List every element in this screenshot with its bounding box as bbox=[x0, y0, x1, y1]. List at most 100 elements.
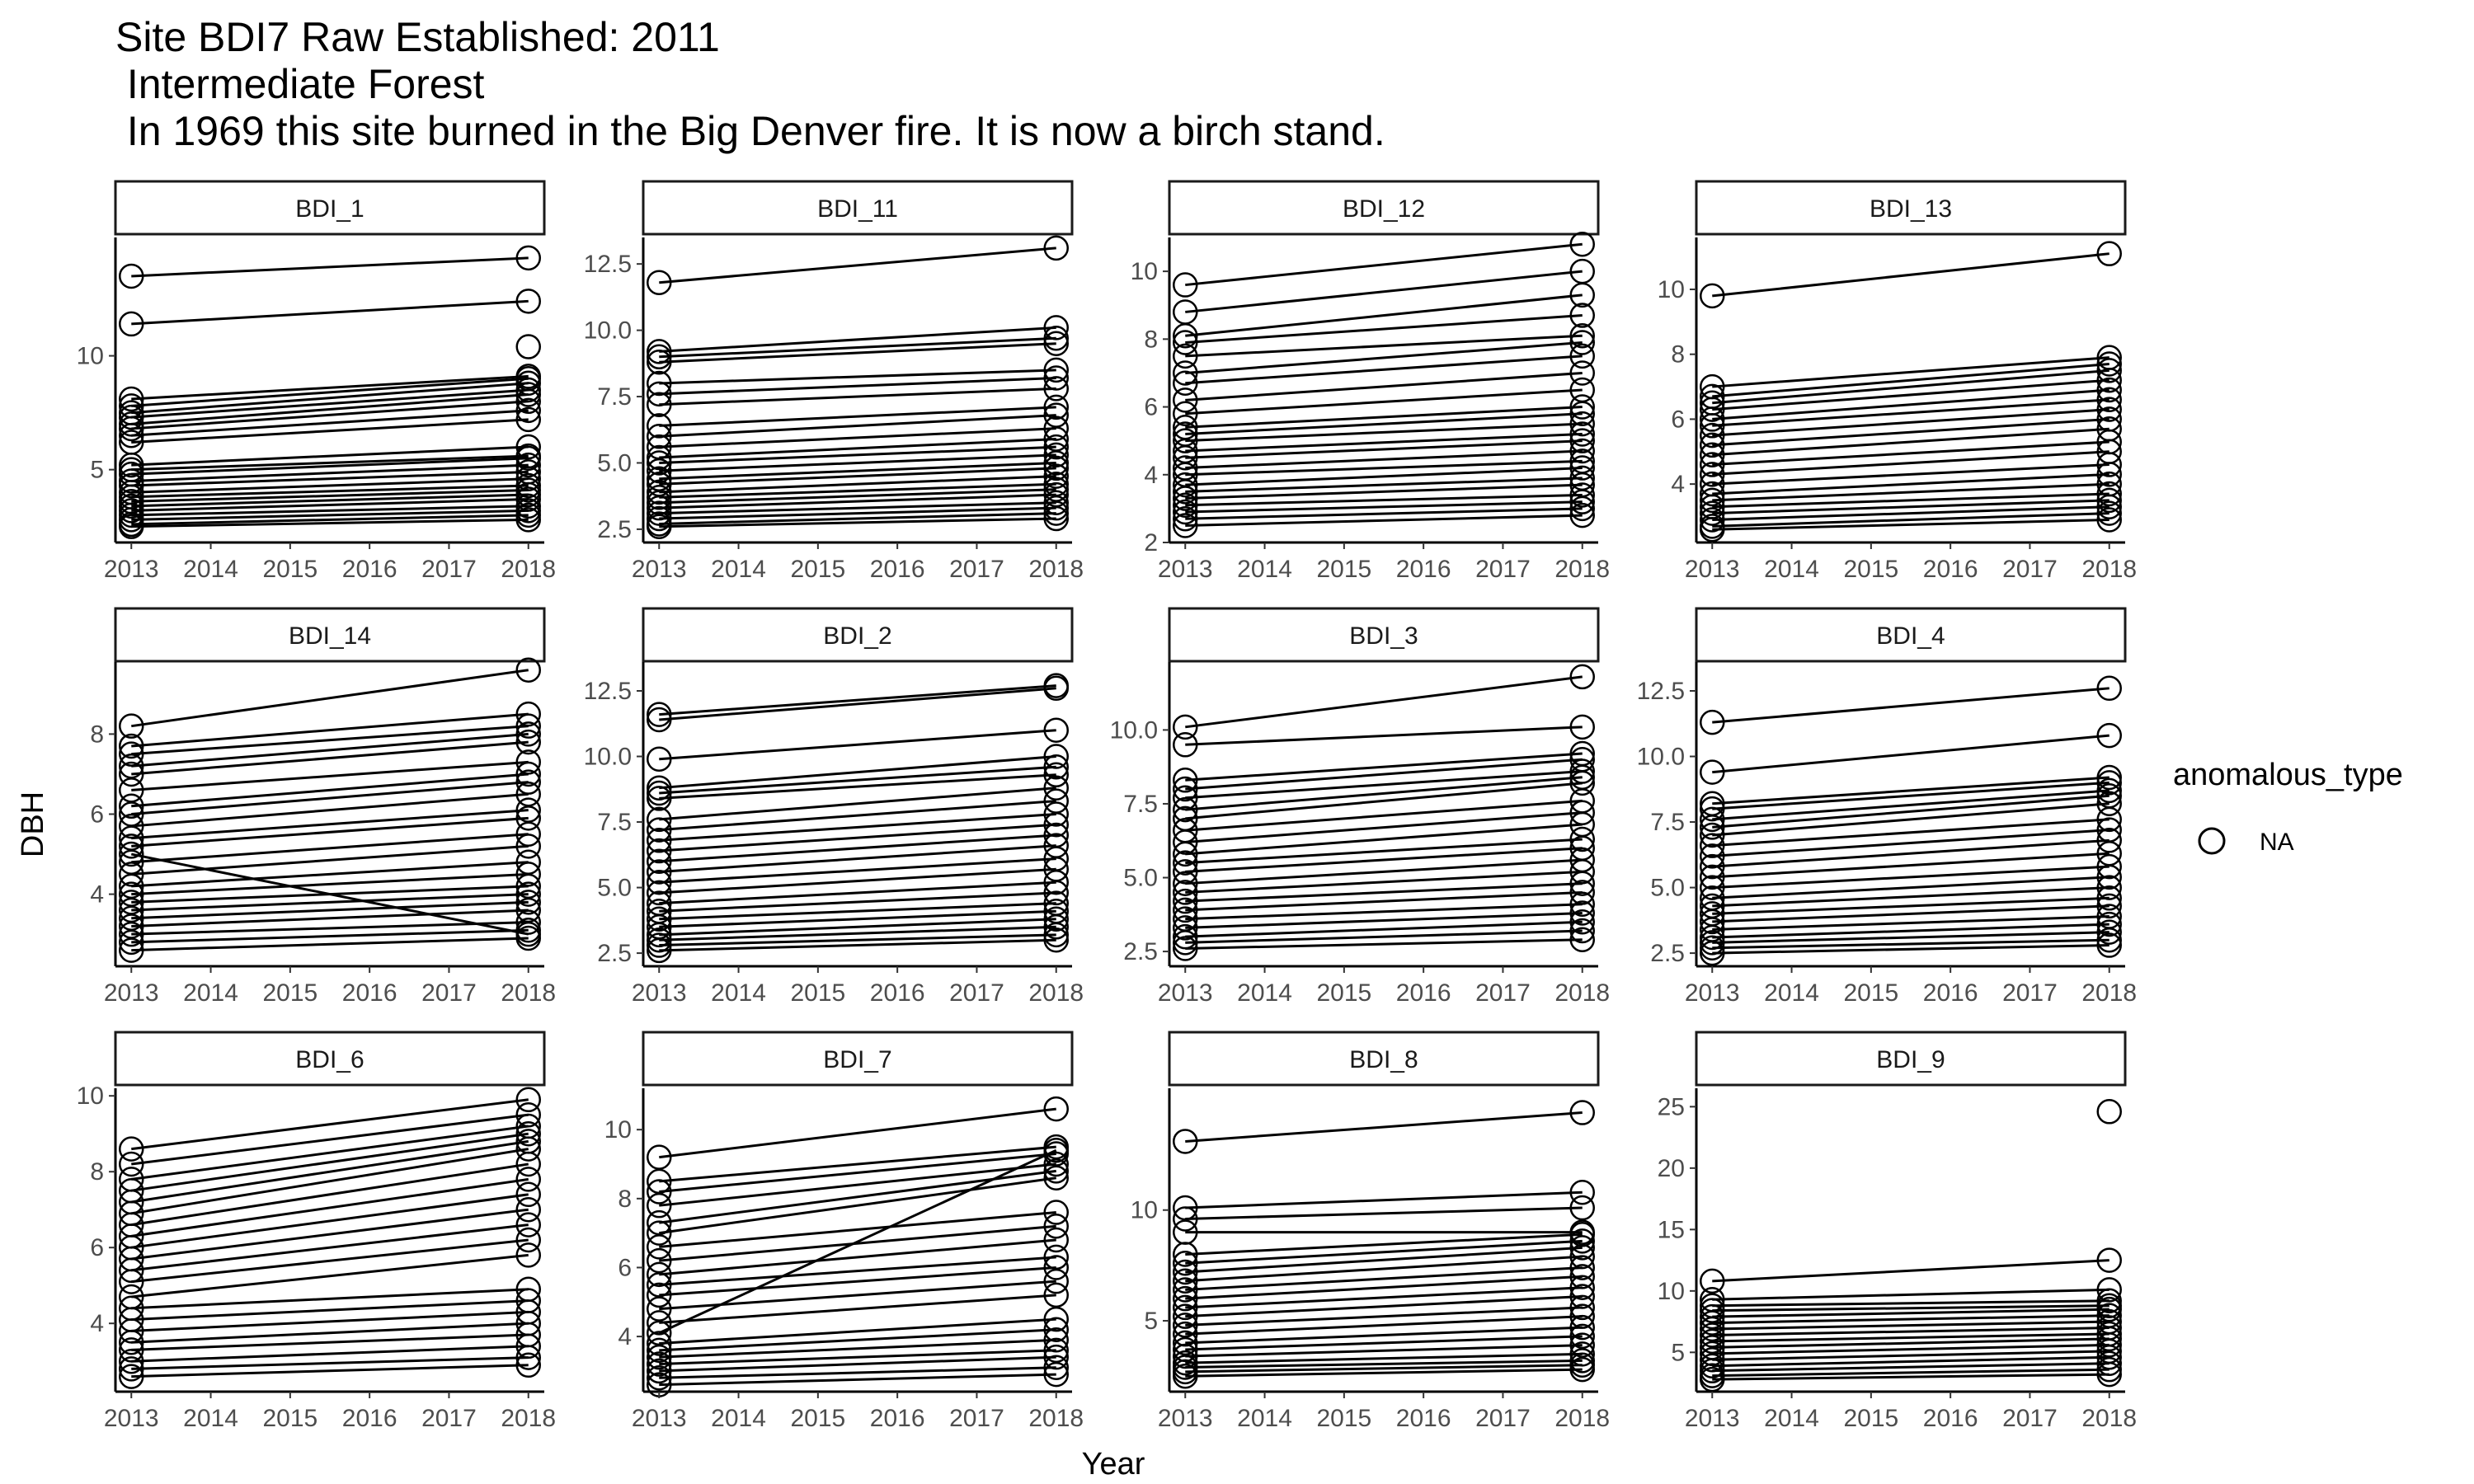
data-point bbox=[515, 1352, 541, 1378]
series-line bbox=[131, 872, 529, 896]
data-point bbox=[119, 741, 144, 767]
data-point bbox=[119, 761, 144, 787]
data-point bbox=[1173, 370, 1198, 397]
series-line bbox=[1712, 781, 2109, 810]
data-point bbox=[1700, 1322, 1725, 1348]
data-point bbox=[647, 1358, 672, 1384]
series-line bbox=[1712, 852, 2109, 879]
data-point bbox=[1173, 936, 1198, 961]
series-line bbox=[1185, 858, 1583, 885]
data-point bbox=[1569, 758, 1595, 784]
data-point bbox=[119, 404, 144, 430]
data-point bbox=[1700, 1303, 1725, 1330]
x-tick-label: 2018 bbox=[1028, 1405, 1084, 1432]
data-point bbox=[515, 657, 541, 683]
series-line bbox=[1712, 482, 2109, 502]
data-point bbox=[119, 1348, 144, 1374]
series-line bbox=[131, 928, 529, 944]
data-point bbox=[2096, 507, 2122, 533]
data-point bbox=[2096, 494, 2122, 519]
series-line bbox=[1185, 823, 1583, 856]
series-line bbox=[131, 1177, 529, 1237]
series-line bbox=[131, 1139, 529, 1204]
y-tick-label: 10 bbox=[77, 1082, 104, 1110]
x-tick-label: 2017 bbox=[1475, 979, 1531, 1007]
series-line bbox=[131, 1148, 529, 1215]
series-line bbox=[131, 1253, 529, 1298]
data-point bbox=[1173, 1313, 1198, 1338]
series-line bbox=[659, 506, 1056, 520]
series-line bbox=[131, 1132, 529, 1192]
data-point bbox=[2096, 397, 2122, 422]
series-line bbox=[659, 512, 1056, 525]
series-line bbox=[1712, 1320, 2109, 1331]
data-point bbox=[647, 1272, 672, 1298]
data-point bbox=[2096, 1296, 2122, 1322]
data-point bbox=[1569, 871, 1595, 896]
data-point bbox=[647, 838, 672, 864]
data-point bbox=[647, 1310, 672, 1336]
data-point bbox=[2096, 351, 2122, 377]
data-point bbox=[1173, 850, 1198, 876]
data-point bbox=[647, 479, 672, 505]
data-point bbox=[515, 1120, 541, 1147]
x-tick-label: 2015 bbox=[1316, 1405, 1371, 1432]
data-point bbox=[515, 1333, 541, 1360]
data-point bbox=[1569, 282, 1595, 308]
series-line bbox=[1712, 512, 2109, 528]
data-point bbox=[1569, 489, 1595, 514]
data-point bbox=[1173, 732, 1198, 758]
data-point bbox=[1569, 1341, 1595, 1367]
series-line bbox=[131, 1345, 529, 1363]
facet-strip-label: BDI_6 bbox=[295, 1046, 364, 1073]
data-point bbox=[647, 702, 672, 727]
data-point bbox=[1700, 796, 1725, 822]
data-point bbox=[119, 841, 144, 867]
y-tick-label: 8 bbox=[1671, 341, 1685, 369]
data-point bbox=[515, 805, 541, 831]
series-line bbox=[1185, 1111, 1583, 1143]
data-point bbox=[515, 1227, 541, 1253]
series-line bbox=[1185, 799, 1583, 832]
x-tick-label: 2014 bbox=[1764, 1405, 1819, 1432]
y-tick-label: 12.5 bbox=[584, 251, 632, 278]
series-line bbox=[659, 467, 1056, 486]
data-point bbox=[1173, 880, 1198, 905]
data-point bbox=[1569, 1332, 1595, 1358]
data-point bbox=[647, 1209, 672, 1236]
data-point bbox=[1043, 1255, 1069, 1280]
data-point bbox=[1043, 495, 1069, 521]
legend: anomalous_type NA bbox=[2173, 758, 2403, 856]
series-line bbox=[1712, 1308, 2109, 1318]
series-line bbox=[131, 463, 529, 482]
series-line bbox=[131, 1288, 529, 1310]
series-line bbox=[1712, 417, 2109, 447]
x-tick-label: 2018 bbox=[1028, 979, 1084, 1007]
data-point bbox=[1569, 664, 1595, 690]
data-point bbox=[647, 1351, 672, 1377]
x-tick-label: 2014 bbox=[711, 1405, 766, 1432]
data-point bbox=[1700, 1310, 1725, 1336]
data-point bbox=[1700, 935, 1725, 960]
data-point bbox=[515, 918, 541, 943]
data-point bbox=[1569, 1100, 1595, 1125]
x-tick-label: 2017 bbox=[2002, 1405, 2058, 1432]
data-point bbox=[647, 424, 672, 449]
x-tick-label: 2017 bbox=[949, 979, 1004, 1007]
series-line bbox=[131, 518, 529, 528]
series-line bbox=[1712, 1259, 2109, 1283]
series-line bbox=[659, 857, 1056, 884]
data-point bbox=[1173, 1268, 1198, 1294]
facet-strip-label: BDI_2 bbox=[823, 622, 891, 650]
series-line bbox=[1185, 439, 1583, 459]
x-tick-label: 2017 bbox=[1475, 556, 1531, 583]
series-line bbox=[659, 902, 1056, 921]
series-line bbox=[659, 918, 1056, 937]
data-point bbox=[2096, 722, 2122, 749]
series-line bbox=[1185, 270, 1583, 313]
data-point bbox=[647, 817, 672, 843]
series-line bbox=[1712, 472, 2109, 495]
series-line bbox=[659, 1317, 1056, 1345]
facet-strip-label: BDI_9 bbox=[1876, 1046, 1945, 1073]
facet-strip bbox=[1168, 1031, 1600, 1087]
